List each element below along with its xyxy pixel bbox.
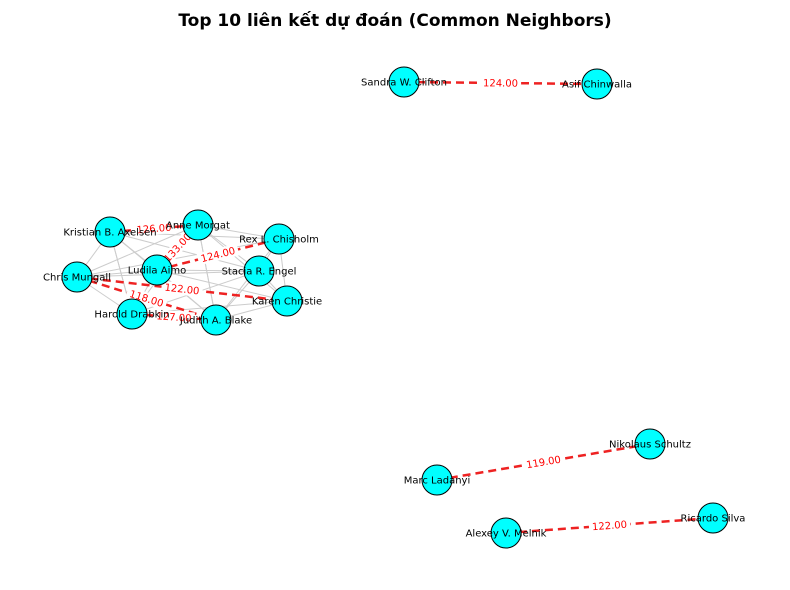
graph-node xyxy=(243,255,275,287)
background-edge xyxy=(76,224,199,278)
edge-score-label-bg xyxy=(153,309,195,325)
graph-node-labels: Sandra W. Clifton Asif Chinwalla Kristian … xyxy=(43,78,745,540)
graph-node xyxy=(263,223,295,255)
edge-score-label-bg xyxy=(159,228,196,267)
edge-score-label-group: 122.00 xyxy=(588,518,631,534)
node-label: Marc Ladanyi xyxy=(404,476,471,487)
node-label: Judith A. Blake xyxy=(179,316,252,327)
edge-score-label-group: 124.00 xyxy=(196,243,240,266)
edge-score-label: 124.00 xyxy=(483,78,518,89)
edge-score-label-bg xyxy=(132,220,176,237)
graph-node xyxy=(421,464,453,496)
node-label: Asif Chinwalla xyxy=(562,80,632,91)
edge-score-label: 119.00 xyxy=(525,455,561,472)
edge-score-label: 126.00 xyxy=(136,223,172,237)
edge-score-label-bg xyxy=(588,518,631,533)
node-label: Alexey V. Melnik xyxy=(466,529,547,540)
predicted-edge xyxy=(505,516,714,535)
node-label: Karen Christie xyxy=(252,297,322,308)
node-label: Ludila Aimo xyxy=(128,266,186,277)
background-edge xyxy=(109,231,260,272)
graph-node xyxy=(116,298,148,330)
node-label: Harold Drabkin xyxy=(94,310,169,321)
graph-node xyxy=(697,502,729,534)
node-label: Ricardo Silva xyxy=(681,514,746,525)
predicted-edges xyxy=(76,80,714,535)
background-edge xyxy=(197,224,288,302)
edge-score-label-bg xyxy=(125,286,168,311)
node-label: Sandra W. Clifton xyxy=(361,78,447,89)
graph-node xyxy=(61,261,93,293)
background-edge xyxy=(156,269,288,302)
graph-node xyxy=(94,216,126,248)
graph-node xyxy=(634,428,666,460)
node-label: Kristian B. Axelsen xyxy=(63,228,156,239)
graph-node xyxy=(388,66,420,98)
graph-node xyxy=(490,517,522,549)
edge-score-label-bg xyxy=(479,76,522,90)
edge-score-label-group: 119.00 xyxy=(522,452,565,472)
graph-node xyxy=(200,304,232,336)
node-label: Chris Mungall xyxy=(43,273,111,284)
edge-score-label: 127.00 xyxy=(156,311,192,324)
edge-score-label-bg xyxy=(160,280,204,298)
graph-node xyxy=(271,285,303,317)
edge-score-label-group: 126.00 xyxy=(132,220,176,237)
graph-node xyxy=(182,209,214,241)
background-edge xyxy=(197,224,217,321)
edge-score-label: 122.00 xyxy=(164,283,200,298)
edge-score-label-bg xyxy=(522,452,565,472)
chart-title: Top 10 liên kết dự đoán (Common Neighbor… xyxy=(178,10,611,31)
predicted-edge xyxy=(156,237,280,272)
edge-score-label-group: 127.00 xyxy=(153,309,195,325)
node-label: Rex L. Chisholm xyxy=(239,235,319,246)
edge-score-label-group: 124.00 xyxy=(479,76,522,90)
graph-nodes xyxy=(61,66,729,549)
edge-score-label-group: 122.00 xyxy=(160,280,204,298)
background-edge xyxy=(156,269,260,272)
edge-score-label: 122.00 xyxy=(592,520,628,534)
node-label: Nikolaus Schultz xyxy=(609,440,691,451)
graph-node xyxy=(141,254,173,286)
node-label: Stacia R. Engel xyxy=(222,267,297,278)
edge-score-label-bg xyxy=(196,243,240,266)
node-label: Anne Morgat xyxy=(166,221,230,232)
graph-node xyxy=(581,68,613,100)
background-edge xyxy=(76,238,280,278)
